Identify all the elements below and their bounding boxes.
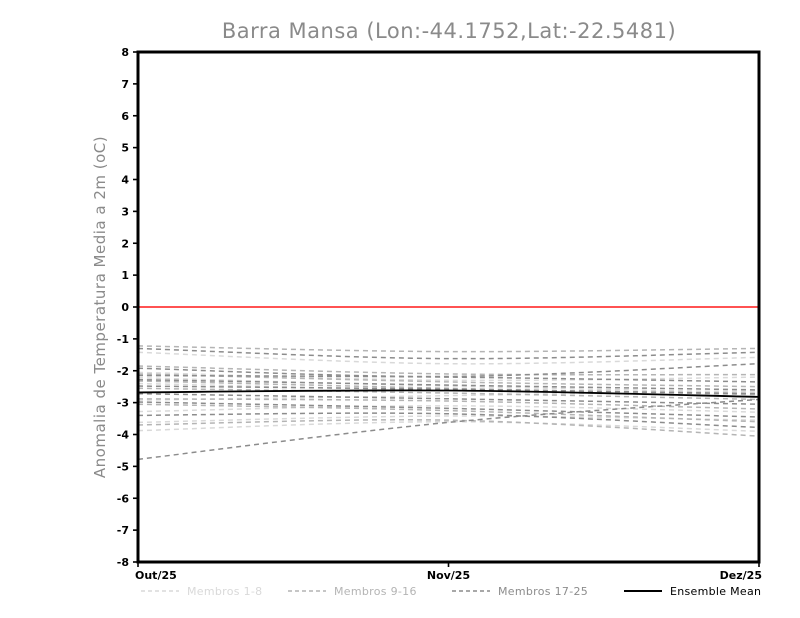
y-tick-label: -2 — [117, 365, 129, 378]
x-tick-label: Dez/25 — [720, 569, 762, 582]
y-tick-label: 8 — [121, 46, 129, 59]
y-tick-label: -6 — [117, 492, 130, 505]
member-line — [137, 415, 760, 424]
y-tick-label: -5 — [117, 460, 129, 473]
member-line — [137, 392, 760, 405]
member-line — [137, 398, 760, 410]
y-axis-ticks: 8 7 6 5 4 3 2 1 0 -1 -2 -3 -4 -5 -6 -7 -8 — [117, 46, 138, 569]
legend-label: Ensemble Mean — [670, 585, 761, 598]
member-line — [137, 398, 760, 461]
member-line — [137, 374, 760, 383]
page-title: Barra Mansa (Lon:-44.1752,Lat:-22.5481) — [222, 19, 676, 43]
member-line — [137, 377, 760, 394]
member-line — [137, 387, 760, 401]
y-tick-label: 6 — [121, 110, 129, 123]
y-tick-label: -1 — [117, 333, 129, 346]
y-tick-label: -3 — [117, 397, 129, 410]
member-line — [137, 347, 760, 360]
x-axis-ticks: Out/25 Nov/25 Dez/25 — [135, 562, 762, 582]
member-line — [137, 345, 760, 353]
y-tick-label: 0 — [121, 301, 129, 314]
member-line — [137, 405, 760, 413]
member-line — [137, 420, 760, 433]
y-tick-label: 2 — [121, 237, 129, 250]
legend-label: Membros 1-8 — [187, 585, 262, 598]
member-line — [137, 401, 760, 418]
member-line — [137, 380, 760, 396]
y-tick-label: -8 — [117, 556, 129, 569]
y-tick-label: 3 — [121, 205, 129, 218]
y-tick-label: 4 — [121, 174, 129, 187]
chart-legend: Membros 1-8 Membros 9-16 Membros 17-25 Ense… — [141, 585, 761, 598]
member-line — [137, 378, 760, 391]
member-line — [137, 403, 760, 423]
y-tick-label: 1 — [121, 269, 129, 282]
member-line — [137, 351, 760, 365]
y-tick-label: -4 — [117, 429, 130, 442]
x-tick-label: Nov/25 — [427, 569, 470, 582]
member-line — [137, 419, 760, 437]
legend-label: Membros 17-25 — [498, 585, 588, 598]
member-line — [137, 385, 760, 395]
ensemble-mean-line — [137, 389, 760, 398]
member-line — [137, 371, 760, 382]
y-axis-label: Anomalia de Temperatura Media a 2m (oC) — [91, 136, 109, 478]
y-tick-label: 7 — [121, 78, 129, 91]
x-tick-label: Out/25 — [135, 569, 177, 582]
legend-label: Membros 9-16 — [334, 585, 417, 598]
series-group — [137, 345, 760, 461]
y-tick-label: -7 — [117, 524, 129, 537]
member-line — [137, 365, 760, 376]
y-tick-label: 5 — [121, 142, 129, 155]
member-line — [137, 412, 760, 429]
